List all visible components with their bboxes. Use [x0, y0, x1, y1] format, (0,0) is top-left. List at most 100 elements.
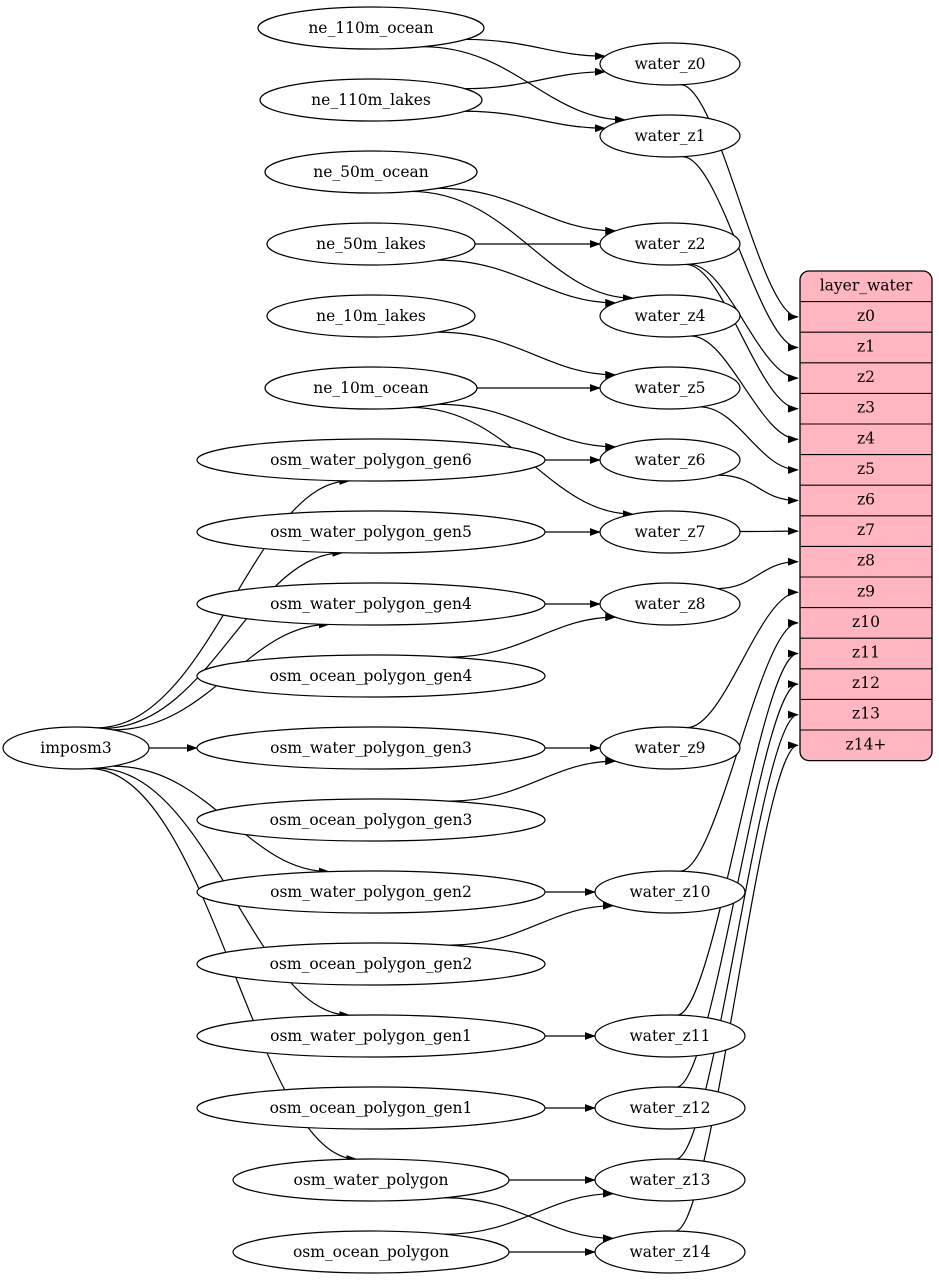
edge-ne_50m_lakes-to-water_z4	[437, 259, 617, 307]
node-water_z6[interactable]: water_z6	[599, 438, 741, 482]
record-row-z13[interactable]: z13	[852, 705, 880, 723]
node-osm_ocean_polygon[interactable]: osm_ocean_polygon	[232, 1230, 510, 1274]
node-label: osm_water_polygon_gen4	[270, 595, 472, 613]
node-shape	[196, 438, 546, 482]
edge-ne_10m_ocean-to-water_z6	[438, 403, 617, 451]
node-water_z13[interactable]: water_z13	[594, 1158, 746, 1202]
node-shape	[264, 150, 478, 194]
node-shape	[196, 582, 546, 626]
node-label: water_z8	[634, 595, 705, 613]
node-label: water_z12	[630, 1099, 711, 1117]
node-shape	[196, 870, 546, 914]
edge-ne_50m_ocean-to-water_z4	[411, 190, 634, 303]
node-osm_water_polygon_gen2[interactable]: osm_water_polygon_gen2	[196, 870, 546, 914]
record-row-z3[interactable]: z3	[857, 399, 875, 417]
edge-water_z6-to-layer_water_z6	[718, 474, 799, 505]
node-label: osm_water_polygon_gen6	[270, 451, 472, 469]
edge-ne_110m_ocean-to-water_z1	[422, 46, 627, 124]
node-shape	[196, 1014, 546, 1058]
edge-water_z0-to-layer_water_z0	[680, 84, 799, 321]
node-shape	[599, 510, 741, 554]
edge-osm_ocean_polygon_gen3-to-water_z9	[448, 757, 617, 802]
node-water_z11[interactable]: water_z11	[594, 1014, 746, 1058]
node-water_z10[interactable]: water_z10	[594, 870, 746, 914]
record-row-z12[interactable]: z12	[852, 674, 880, 692]
node-ne_110m_ocean[interactable]: ne_110m_ocean	[257, 6, 485, 50]
node-osm_water_polygon_gen4[interactable]: osm_water_polygon_gen4	[196, 582, 546, 626]
node-shape	[232, 1158, 510, 1202]
node-osm_ocean_polygon_gen3[interactable]: osm_ocean_polygon_gen3	[196, 798, 546, 842]
node-water_z1[interactable]: water_z1	[599, 114, 741, 158]
node-ne_50m_ocean[interactable]: ne_50m_ocean	[264, 150, 478, 194]
record-header-label: layer_water	[820, 276, 913, 294]
node-osm_water_polygon_gen3[interactable]: osm_water_polygon_gen3	[196, 726, 546, 770]
edges-layer	[90, 38, 799, 1256]
edge-osm_ocean_polygon_gen4-to-water_z8	[448, 613, 617, 658]
node-label: osm_water_polygon_gen1	[270, 1027, 472, 1045]
node-water_z12[interactable]: water_z12	[594, 1086, 746, 1130]
node-water_z2[interactable]: water_z2	[599, 222, 741, 266]
node-ne_50m_lakes[interactable]: ne_50m_lakes	[266, 222, 476, 266]
record-row-z8[interactable]: z8	[857, 552, 875, 570]
node-label: ne_50m_lakes	[316, 235, 426, 253]
edge-ne_110m_ocean-to-water_z0	[465, 38, 606, 61]
edge-osm_water_polygon-to-water_z14	[444, 1197, 614, 1243]
record-row-z5[interactable]: z5	[857, 460, 875, 478]
edge-water_z2-to-layer_water_z3	[686, 263, 799, 413]
node-label: water_z1	[634, 127, 705, 145]
edge-osm_ocean_polygon-to-water_z13	[444, 1189, 614, 1235]
node-shape	[594, 1230, 746, 1274]
node-label: ne_10m_lakes	[316, 307, 426, 325]
edge-ne_10m_lakes-to-water_z5	[437, 331, 617, 379]
node-label: water_z10	[630, 883, 711, 901]
record-row-z0[interactable]: z0	[857, 307, 875, 325]
edge-water_z4-to-layer_water_z4	[691, 335, 799, 444]
node-water_z4[interactable]: water_z4	[599, 294, 741, 338]
edge-imposm3-to-osm_water_polygon_gen5	[102, 548, 344, 730]
node-water_z9[interactable]: water_z9	[599, 726, 741, 770]
node-osm_ocean_polygon_gen2[interactable]: osm_ocean_polygon_gen2	[196, 942, 546, 986]
record-row-z1[interactable]: z1	[857, 338, 875, 356]
node-imposm3[interactable]: imposm3	[2, 726, 150, 770]
node-water_z0[interactable]: water_z0	[599, 42, 741, 86]
node-label: imposm3	[40, 739, 111, 757]
node-osm_ocean_polygon_gen1[interactable]: osm_ocean_polygon_gen1	[196, 1086, 546, 1130]
node-water_z7[interactable]: water_z7	[599, 510, 741, 554]
node-water_z8[interactable]: water_z8	[599, 582, 741, 626]
record-row-z9[interactable]: z9	[857, 582, 875, 600]
node-osm_water_polygon_gen1[interactable]: osm_water_polygon_gen1	[196, 1014, 546, 1058]
node-label: ne_110m_lakes	[311, 91, 431, 109]
node-ne_10m_ocean[interactable]: ne_10m_ocean	[264, 366, 478, 410]
node-shape	[599, 366, 741, 410]
record-row-z2[interactable]: z2	[857, 368, 875, 386]
record-row-z7[interactable]: z7	[857, 521, 875, 539]
node-shape	[599, 42, 741, 86]
node-ne_110m_lakes[interactable]: ne_110m_lakes	[259, 78, 483, 122]
node-osm_water_polygon_gen6[interactable]: osm_water_polygon_gen6	[196, 438, 546, 482]
record-row-z6[interactable]: z6	[857, 491, 875, 509]
edge-water_z2-to-layer_water_z2	[689, 263, 799, 383]
node-osm_ocean_polygon_gen4[interactable]: osm_ocean_polygon_gen4	[196, 654, 546, 698]
node-label: water_z4	[634, 307, 705, 325]
node-water_z14[interactable]: water_z14	[594, 1230, 746, 1274]
record-table-layer_water[interactable]: layer_water z0 z1 z2 z3 z4 z5 z6 z7 z8 z9 z10 z11 z12…	[799, 270, 933, 762]
node-water_z5[interactable]: water_z5	[599, 366, 741, 410]
node-shape	[266, 294, 476, 338]
record-row-z4[interactable]: z4	[857, 429, 875, 447]
edge-water_z8-to-layer_water_z8	[717, 557, 799, 590]
node-osm_water_polygon_gen5[interactable]: osm_water_polygon_gen5	[196, 510, 546, 554]
record-row-z10[interactable]: z10	[852, 613, 880, 631]
node-label: osm_ocean_polygon_gen4	[270, 667, 473, 685]
node-label: water_z11	[630, 1027, 711, 1045]
node-ne_10m_lakes[interactable]: ne_10m_lakes	[266, 294, 476, 338]
edge-water_z5-to-layer_water_z5	[700, 406, 799, 474]
node-shape	[196, 654, 546, 698]
edge-ne_110m_lakes-to-water_z1	[464, 110, 606, 133]
node-shape	[599, 582, 741, 626]
node-label: osm_water_polygon_gen2	[270, 883, 472, 901]
node-osm_water_polygon[interactable]: osm_water_polygon	[232, 1158, 510, 1202]
record-row-z14+[interactable]: z14+	[846, 735, 887, 753]
record-row-z11[interactable]: z11	[852, 644, 880, 662]
